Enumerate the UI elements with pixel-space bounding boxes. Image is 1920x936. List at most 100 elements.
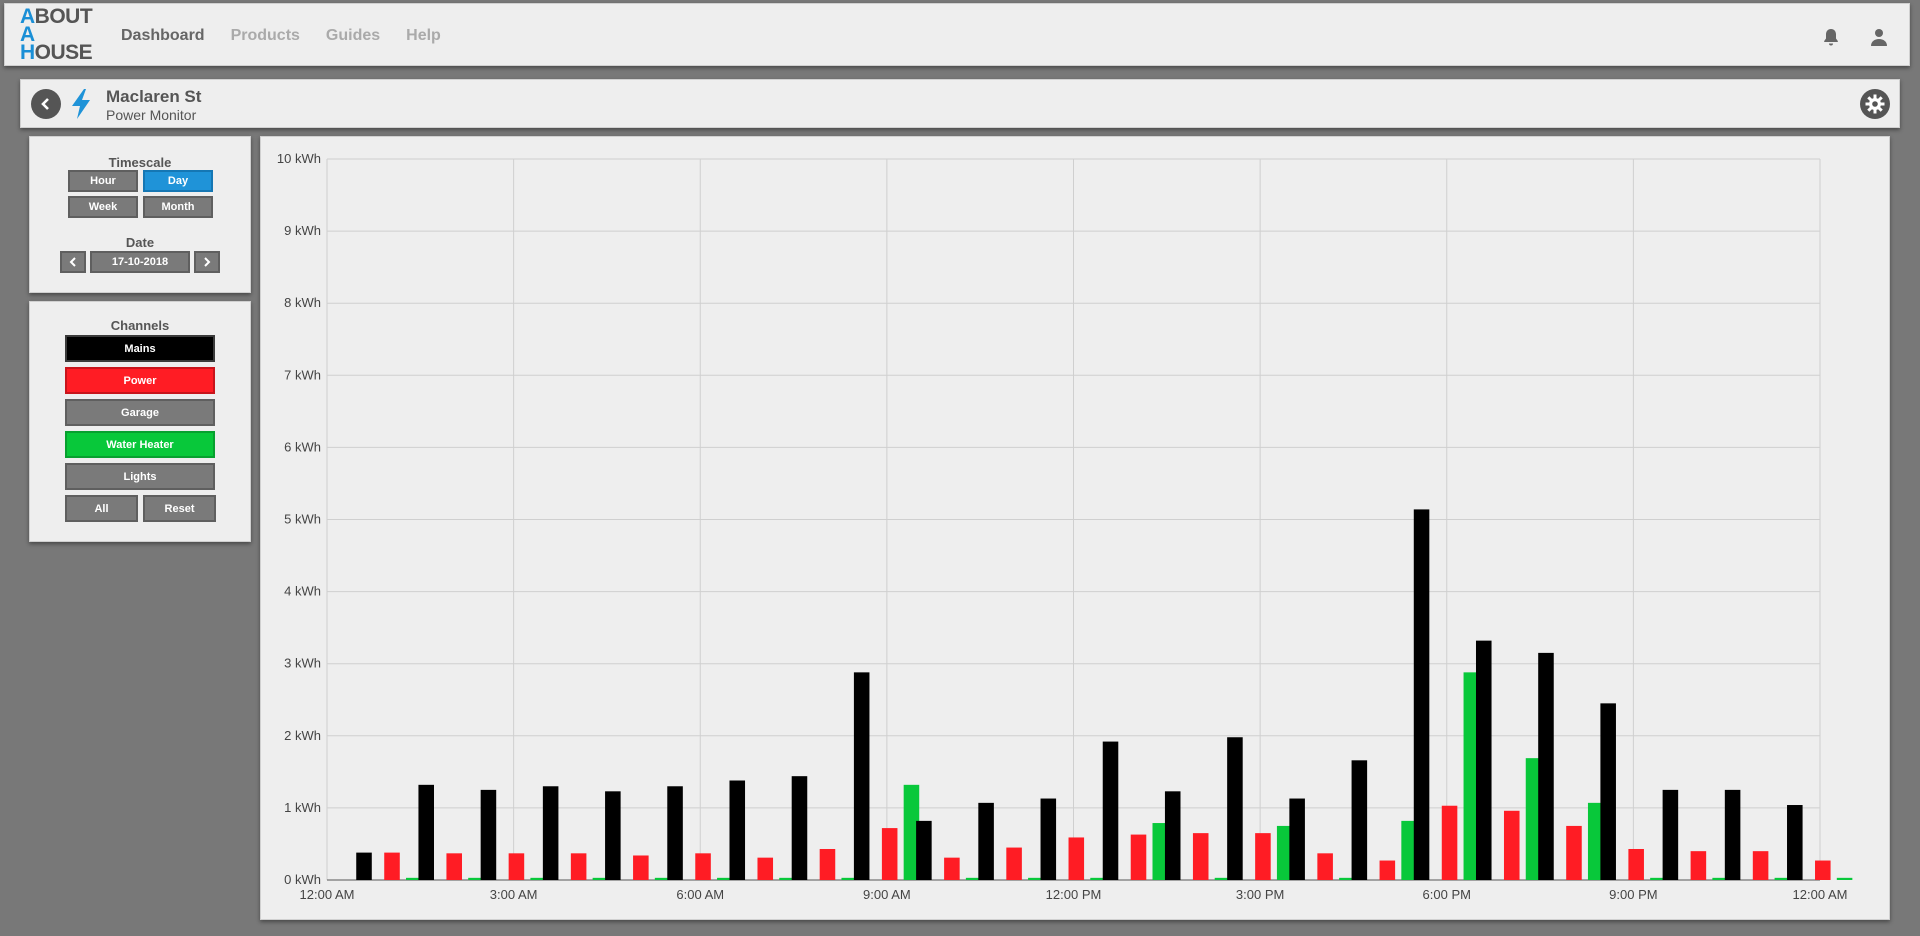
bar-mains[interactable] xyxy=(1351,760,1368,880)
top-navbar: ABOUT A HOUSE Dashboard Products Guides … xyxy=(4,3,1910,66)
nav-dashboard[interactable]: Dashboard xyxy=(121,27,205,44)
bar-power[interactable] xyxy=(1566,825,1582,880)
bar-mains[interactable] xyxy=(1538,652,1554,880)
bar-mains[interactable] xyxy=(1475,640,1492,880)
y-tick-label: 6 kWh xyxy=(284,439,321,454)
bar-mains[interactable] xyxy=(605,791,621,880)
channel-lights-button[interactable]: Lights xyxy=(65,463,215,490)
bar-power[interactable] xyxy=(944,857,960,880)
date-prev-button[interactable] xyxy=(60,251,86,273)
bar-water-heater[interactable] xyxy=(965,877,982,880)
bar-water-heater[interactable] xyxy=(903,784,920,880)
bar-power[interactable] xyxy=(1317,853,1333,880)
bar-mains[interactable] xyxy=(1289,798,1305,880)
bar-mains[interactable] xyxy=(667,786,683,880)
bar-power[interactable] xyxy=(1006,847,1022,880)
bell-icon[interactable] xyxy=(1821,27,1841,47)
bar-water-heater[interactable] xyxy=(1774,877,1791,880)
bar-water-heater[interactable] xyxy=(1712,877,1728,880)
bar-mains[interactable] xyxy=(916,820,932,880)
bar-power[interactable] xyxy=(695,853,711,880)
bar-power[interactable] xyxy=(757,857,774,880)
bar-mains[interactable] xyxy=(1787,805,1803,880)
x-tick-label: 9:00 PM xyxy=(1609,887,1657,902)
timescale-week-button[interactable]: Week xyxy=(68,196,138,218)
bar-water-heater[interactable] xyxy=(717,877,733,880)
bar-power[interactable] xyxy=(633,855,649,880)
bar-water-heater[interactable] xyxy=(1525,758,1542,880)
reset-button[interactable]: Reset xyxy=(143,495,216,522)
date-field[interactable]: 17-10-2018 xyxy=(90,251,190,273)
channel-water-heater-button[interactable]: Water Heater xyxy=(65,431,215,458)
nav-help[interactable]: Help xyxy=(406,27,441,44)
bar-power[interactable] xyxy=(1379,860,1396,880)
bar-water-heater[interactable] xyxy=(1463,672,1480,880)
timescale-hour-button[interactable]: Hour xyxy=(68,170,138,192)
bar-mains[interactable] xyxy=(1040,798,1057,880)
channel-mains-button[interactable]: Mains xyxy=(65,335,215,362)
all-button[interactable]: All xyxy=(65,495,138,522)
bar-mains[interactable] xyxy=(791,776,808,880)
bar-mains[interactable] xyxy=(853,672,870,880)
bar-mains[interactable] xyxy=(542,786,559,880)
bar-water-heater[interactable] xyxy=(779,877,795,880)
bar-water-heater[interactable] xyxy=(592,877,609,880)
channel-power-button[interactable]: Power xyxy=(65,367,215,394)
bar-water-heater[interactable] xyxy=(468,877,484,880)
bar-water-heater[interactable] xyxy=(654,877,671,880)
bar-mains[interactable] xyxy=(1227,737,1243,880)
bar-water-heater[interactable] xyxy=(530,877,546,880)
chart-panel: 0 kWh 1 kWh 2 kWh 3 kWh 4 kWh 5 kWh 6 kWh 7 kWh… xyxy=(260,136,1890,920)
bar-mains[interactable] xyxy=(1102,741,1119,880)
bar-mains[interactable] xyxy=(978,802,994,880)
bar-power[interactable] xyxy=(508,853,525,880)
user-icon[interactable] xyxy=(1869,27,1889,47)
about-a-house-logo[interactable]: ABOUT A HOUSE xyxy=(20,6,100,63)
bar-mains[interactable] xyxy=(1164,791,1181,880)
bar-water-heater[interactable] xyxy=(1028,877,1044,880)
bar-mains[interactable] xyxy=(480,789,497,880)
bar-water-heater[interactable] xyxy=(1587,802,1604,880)
bar-water-heater[interactable] xyxy=(1276,825,1293,880)
bar-mains[interactable] xyxy=(729,780,746,880)
bar-power[interactable] xyxy=(1441,805,1458,880)
channel-garage-button[interactable]: Garage xyxy=(65,399,215,426)
bar-mains[interactable] xyxy=(1662,789,1679,880)
bar-power[interactable] xyxy=(1130,834,1147,880)
bar-mains[interactable] xyxy=(1724,789,1741,880)
bar-power[interactable] xyxy=(1192,833,1209,880)
bar-power[interactable] xyxy=(1752,851,1769,880)
date-next-button[interactable] xyxy=(194,251,220,273)
back-button[interactable] xyxy=(31,89,61,119)
bar-power[interactable] xyxy=(1068,837,1085,880)
bar-water-heater[interactable] xyxy=(841,877,858,880)
bar-power[interactable] xyxy=(881,828,898,880)
bar-water-heater[interactable] xyxy=(1401,820,1417,880)
bar-water-heater[interactable] xyxy=(1090,877,1106,880)
bar-mains[interactable] xyxy=(418,784,434,880)
bar-water-heater[interactable] xyxy=(1214,877,1231,880)
bar-mains[interactable] xyxy=(1413,509,1430,880)
nav-products[interactable]: Products xyxy=(230,27,300,44)
timescale-month-button[interactable]: Month xyxy=(143,196,213,218)
bar-power[interactable] xyxy=(384,852,400,880)
bar-power[interactable] xyxy=(1628,848,1644,880)
bar-mains[interactable] xyxy=(356,852,372,880)
bar-power[interactable] xyxy=(1815,860,1831,880)
bar-power[interactable] xyxy=(1690,851,1707,880)
bar-water-heater[interactable] xyxy=(1339,877,1355,880)
bar-mains[interactable] xyxy=(1600,703,1616,880)
bar-power[interactable] xyxy=(446,853,462,880)
timescale-day-button[interactable]: Day xyxy=(143,170,213,192)
bar-water-heater[interactable] xyxy=(1836,877,1853,880)
bar-water-heater[interactable] xyxy=(1650,877,1666,880)
bar-water-heater[interactable] xyxy=(406,877,422,880)
logo-letter: A xyxy=(20,23,35,46)
settings-button[interactable] xyxy=(1860,89,1890,119)
bar-power[interactable] xyxy=(1503,810,1520,880)
bar-power[interactable] xyxy=(570,853,587,880)
bar-water-heater[interactable] xyxy=(1152,823,1169,880)
bar-power[interactable] xyxy=(1255,833,1271,880)
bar-power[interactable] xyxy=(819,848,836,880)
nav-guides[interactable]: Guides xyxy=(325,27,381,44)
